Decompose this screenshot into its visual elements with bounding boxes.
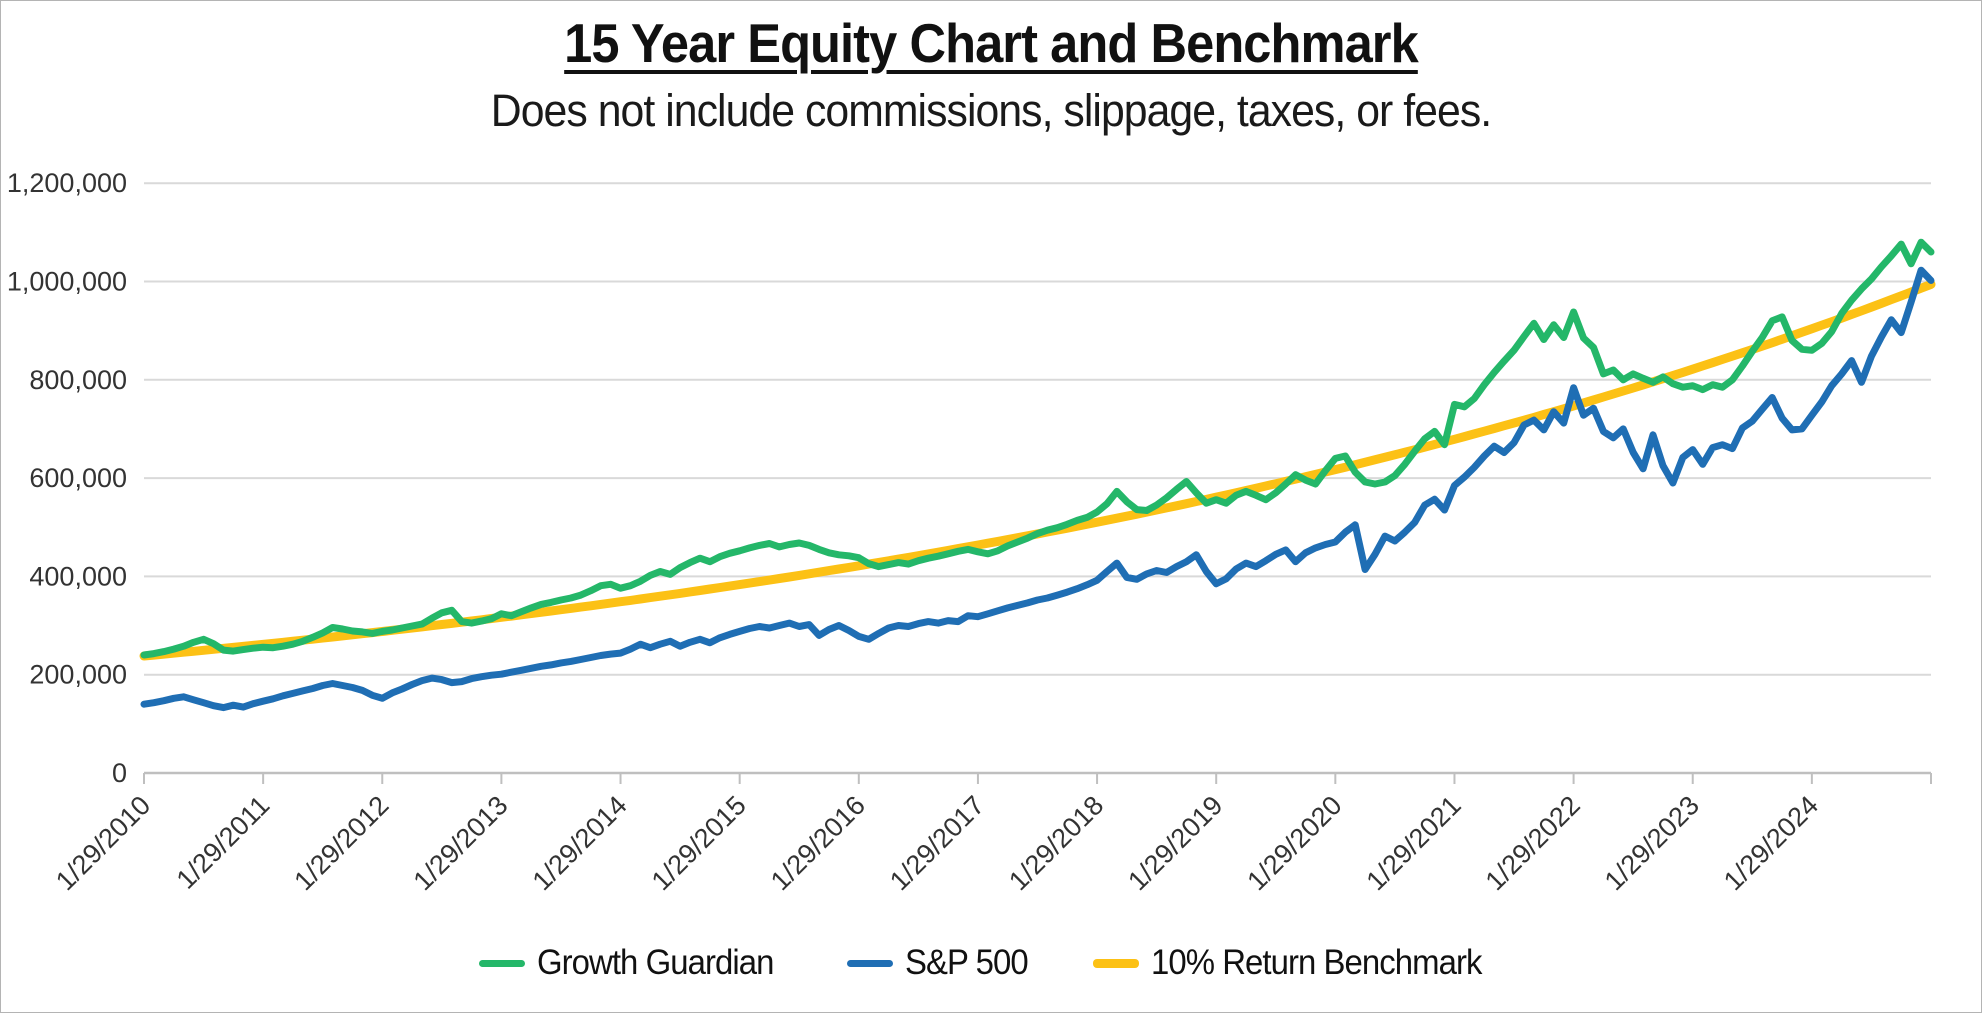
x-tick-label: 1/29/2020 bbox=[1241, 790, 1347, 896]
x-tick-label: 1/29/2019 bbox=[1122, 790, 1228, 896]
x-tick-label: 1/29/2017 bbox=[884, 790, 990, 896]
legend-label: 10% Return Benchmark bbox=[1151, 943, 1482, 982]
y-tick-label: 600,000 bbox=[29, 463, 127, 493]
legend-item-benchmark: 10% Return Benchmark bbox=[1093, 943, 1503, 983]
chart-title: 15 Year Equity Chart and Benchmark bbox=[564, 12, 1419, 74]
x-tick-label: 1/29/2023 bbox=[1599, 790, 1705, 896]
growth-guardian-dash-icon bbox=[479, 959, 526, 967]
growth-guardian-line bbox=[140, 238, 1935, 659]
x-tick-label: 1/29/2011 bbox=[171, 790, 276, 895]
chart-subtitle: Does not include commissions, slippage, … bbox=[490, 85, 1492, 136]
y-tick-label: 400,000 bbox=[29, 561, 127, 591]
x-tick-label: 1/29/2014 bbox=[527, 790, 633, 896]
y-tick-label: 800,000 bbox=[29, 365, 127, 395]
x-tick-label: 1/29/2010 bbox=[50, 790, 156, 896]
legend-item-sp500: S&P 500 bbox=[846, 943, 1036, 983]
y-axis-labels: 0 200,000 400,000 600,000 800,000 1,000,000 1,… bbox=[7, 168, 127, 788]
x-tick-label: 1/29/2022 bbox=[1480, 790, 1586, 896]
chart-header: 15 Year Equity Chart and Benchmark Does … bbox=[1, 11, 1981, 137]
x-tick-label: 1/29/2021 bbox=[1361, 790, 1467, 896]
x-tick-label: 1/29/2018 bbox=[1003, 790, 1109, 896]
series-lines bbox=[139, 238, 1936, 712]
x-tick-label: 1/29/2013 bbox=[407, 790, 513, 896]
sp500-line bbox=[140, 266, 1935, 712]
x-tick-label: 1/29/2015 bbox=[646, 790, 752, 896]
x-tick-label: 1/29/2024 bbox=[1718, 790, 1824, 896]
benchmark-dash-icon bbox=[1093, 958, 1140, 968]
sp500-dash-icon bbox=[846, 959, 893, 967]
gridlines bbox=[143, 182, 1932, 784]
x-tick-label: 1/29/2012 bbox=[288, 790, 394, 896]
y-tick-label: 1,000,000 bbox=[7, 267, 127, 297]
y-tick-label: 0 bbox=[112, 758, 127, 788]
legend-label: Growth Guardian bbox=[537, 943, 774, 982]
y-tick-label: 1,200,000 bbox=[7, 168, 127, 198]
legend-item-growth-guardian: Growth Guardian bbox=[479, 943, 789, 983]
y-tick-label: 200,000 bbox=[29, 660, 127, 690]
x-tick-label: 1/29/2016 bbox=[765, 790, 871, 896]
x-axis-labels: 1/29/2010 1/29/2011 1/29/2012 1/29/2013 1/29… bbox=[50, 790, 1824, 896]
legend: Growth Guardian S&P 500 10% Return Bench… bbox=[1, 943, 1981, 983]
legend-label: S&P 500 bbox=[904, 943, 1029, 982]
